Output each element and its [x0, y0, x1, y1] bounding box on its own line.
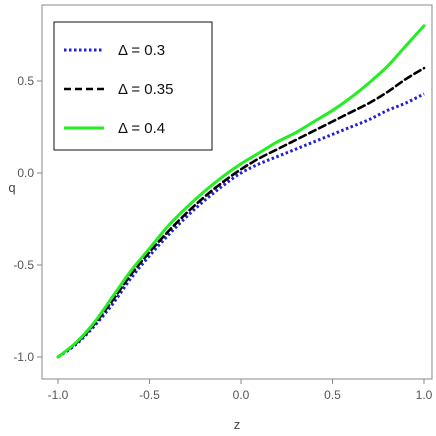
y-tick-label: 0.0: [17, 166, 34, 180]
y-axis-label: q: [8, 180, 15, 195]
series-line-2: [56, 66, 426, 359]
plot-frame: [41, 4, 433, 380]
y-tick-label: -1.0: [13, 350, 34, 364]
legend-label: Δ = 0.4: [118, 120, 165, 137]
y-tick-label: -0.5: [13, 258, 34, 272]
axis-ticks: -1.0 -0.5 0.0 0.5 1.0 -1.0 -0.5 0.0 0.5: [13, 74, 432, 402]
y-tick-label: 0.5: [17, 74, 34, 88]
series-line-1: [57, 92, 425, 359]
x-axis-label: z: [234, 417, 241, 432]
x-tick-label: 1.0: [416, 388, 433, 402]
x-tick-label: -1.0: [48, 388, 69, 402]
x-tick-label: 0.5: [324, 388, 341, 402]
legend-label: Δ = 0.35: [118, 81, 173, 98]
x-tick-label: 0.0: [233, 388, 250, 402]
legend-label: Δ = 0.3: [118, 42, 165, 59]
x-tick-label: -0.5: [139, 388, 160, 402]
series-layer: [56, 24, 426, 359]
legend: Δ = 0.3 Δ = 0.35 Δ = 0.4: [53, 21, 213, 151]
series-line-3: [56, 24, 426, 359]
